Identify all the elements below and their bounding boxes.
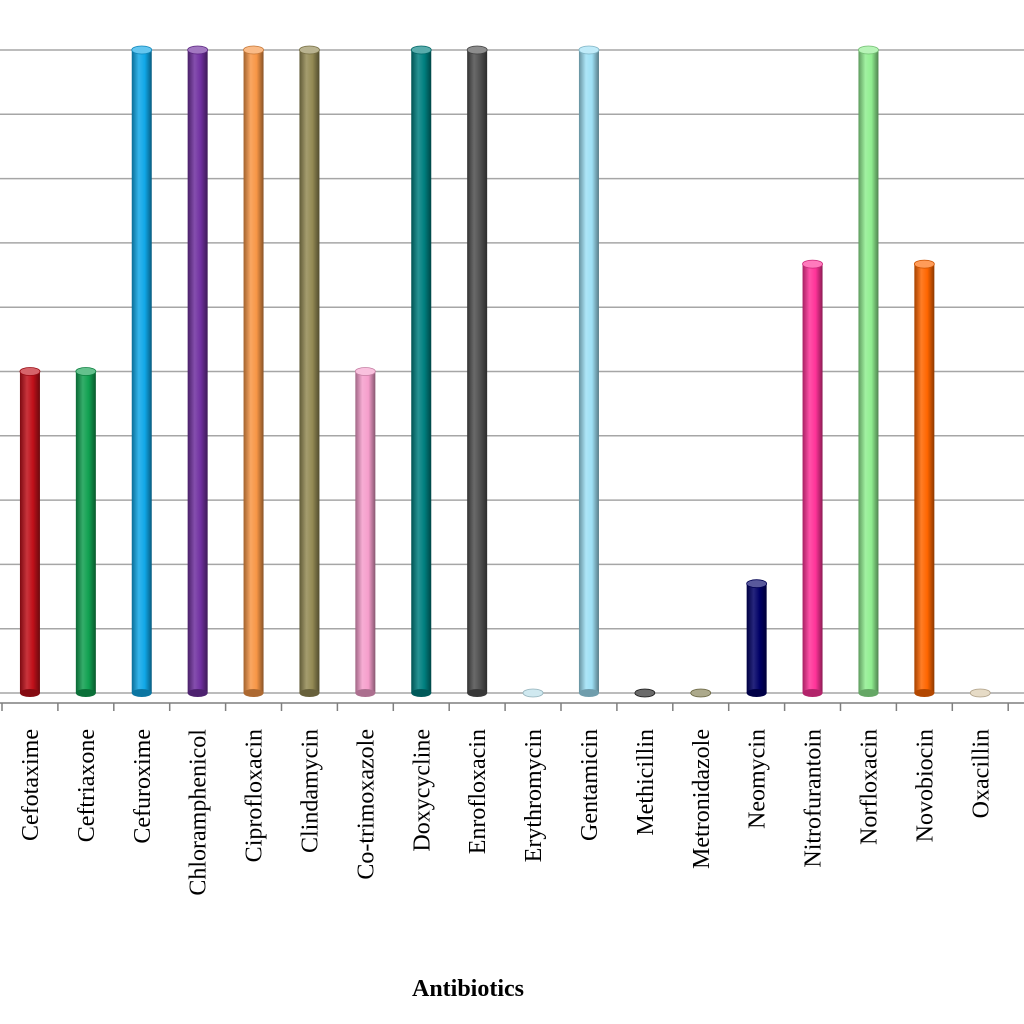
bar-base [802, 689, 823, 697]
bar-doxycycline [410, 45, 432, 697]
bar-clindamycin [299, 45, 320, 697]
bar-base [19, 689, 40, 697]
category-label: Co-trimoxazole [353, 729, 379, 880]
category-label: Cefuroxime [130, 729, 156, 844]
bar-co-trimoxazole [354, 367, 376, 697]
category-label: Ciprofloxacin [242, 729, 268, 862]
bar-base [411, 689, 432, 697]
category-label: Enrofloxacin [465, 729, 491, 854]
bar-body [858, 50, 879, 693]
bar-gentamicin [578, 45, 600, 697]
bar-body [19, 371, 40, 693]
bar-body [411, 50, 432, 693]
bar-body [299, 50, 320, 693]
bar-erythromycin [522, 688, 544, 698]
bar-norfloxacin [858, 45, 879, 697]
bar-top [187, 45, 209, 55]
bar-body [243, 50, 264, 693]
bar-metronidazole [690, 688, 712, 698]
category-label: Clindamycin [297, 729, 323, 853]
category-label: Nitrofurantoin [801, 729, 827, 868]
bar-novobiocin [913, 259, 935, 697]
bar-top [969, 688, 991, 698]
bar-top [299, 45, 320, 55]
bar-base [355, 689, 376, 697]
bar-cefotaxime [19, 367, 41, 697]
category-label: Norfloxacin [856, 729, 882, 845]
x-axis [0, 702, 1024, 711]
category-label: Metronidazole [689, 729, 715, 869]
bar-base [187, 689, 208, 697]
bar-top [75, 367, 97, 376]
bar-body [131, 50, 152, 693]
category-label: Methicillin [633, 729, 659, 836]
bar-body [467, 50, 488, 693]
bar-top [410, 45, 432, 55]
bar-base [131, 689, 152, 697]
bar-ciprofloxacin [243, 45, 264, 697]
category-label: Gentamicin [577, 729, 603, 841]
bar-top [746, 579, 768, 589]
bar-top [522, 688, 544, 698]
bar-top [19, 367, 41, 376]
bar-base [243, 689, 264, 697]
bar-nitrofurantoin [802, 259, 823, 697]
bar-body [75, 371, 96, 693]
bar-top [634, 688, 656, 698]
bar-cefuroxime [131, 45, 153, 697]
bar-body [746, 583, 767, 693]
category-label: Neomycin [745, 729, 771, 829]
bar-base [914, 689, 935, 697]
bars [19, 45, 991, 698]
bar-top [690, 688, 712, 698]
category-label: Cefotaxime [18, 729, 44, 841]
bar-chloramphenicol [187, 45, 209, 697]
bar-base [467, 689, 488, 697]
bar-body [802, 264, 823, 693]
category-label: Chloramphenicol [186, 729, 212, 896]
bar-top [243, 45, 264, 55]
category-label: Oxacillin [968, 729, 994, 818]
category-labels: Cefotaxime Ceftriaxone Cefuroxime Chloramph… [18, 729, 994, 896]
bar-base [299, 689, 320, 697]
bar-neomycin [746, 579, 768, 697]
bar-top [578, 45, 600, 55]
bar-body [578, 50, 599, 693]
bar-base [858, 689, 879, 697]
bar-top [466, 45, 488, 55]
bar-body [187, 50, 208, 693]
category-label: Novobiocin [912, 729, 938, 842]
bar-top [858, 45, 879, 55]
category-label: Doxycycline [409, 729, 435, 852]
gridlines [0, 49, 1024, 694]
bar-ceftriaxone [75, 367, 97, 697]
x-axis-title: Antibiotics [412, 976, 524, 1002]
bar-body [355, 371, 376, 693]
bar-top [913, 259, 935, 269]
bar-methicillin [634, 688, 656, 698]
bar-top [131, 45, 153, 55]
category-label: Ceftriaxone [74, 729, 100, 842]
bar-top [354, 367, 376, 376]
bar-enrofloxacin [466, 45, 488, 697]
bar-top [802, 259, 823, 269]
bar-base [578, 689, 599, 697]
bar-base [75, 689, 96, 697]
bar-body [914, 264, 935, 693]
bar-base [746, 689, 767, 697]
bar-oxacillin [969, 688, 991, 698]
category-label: Erythromycin [521, 729, 547, 862]
